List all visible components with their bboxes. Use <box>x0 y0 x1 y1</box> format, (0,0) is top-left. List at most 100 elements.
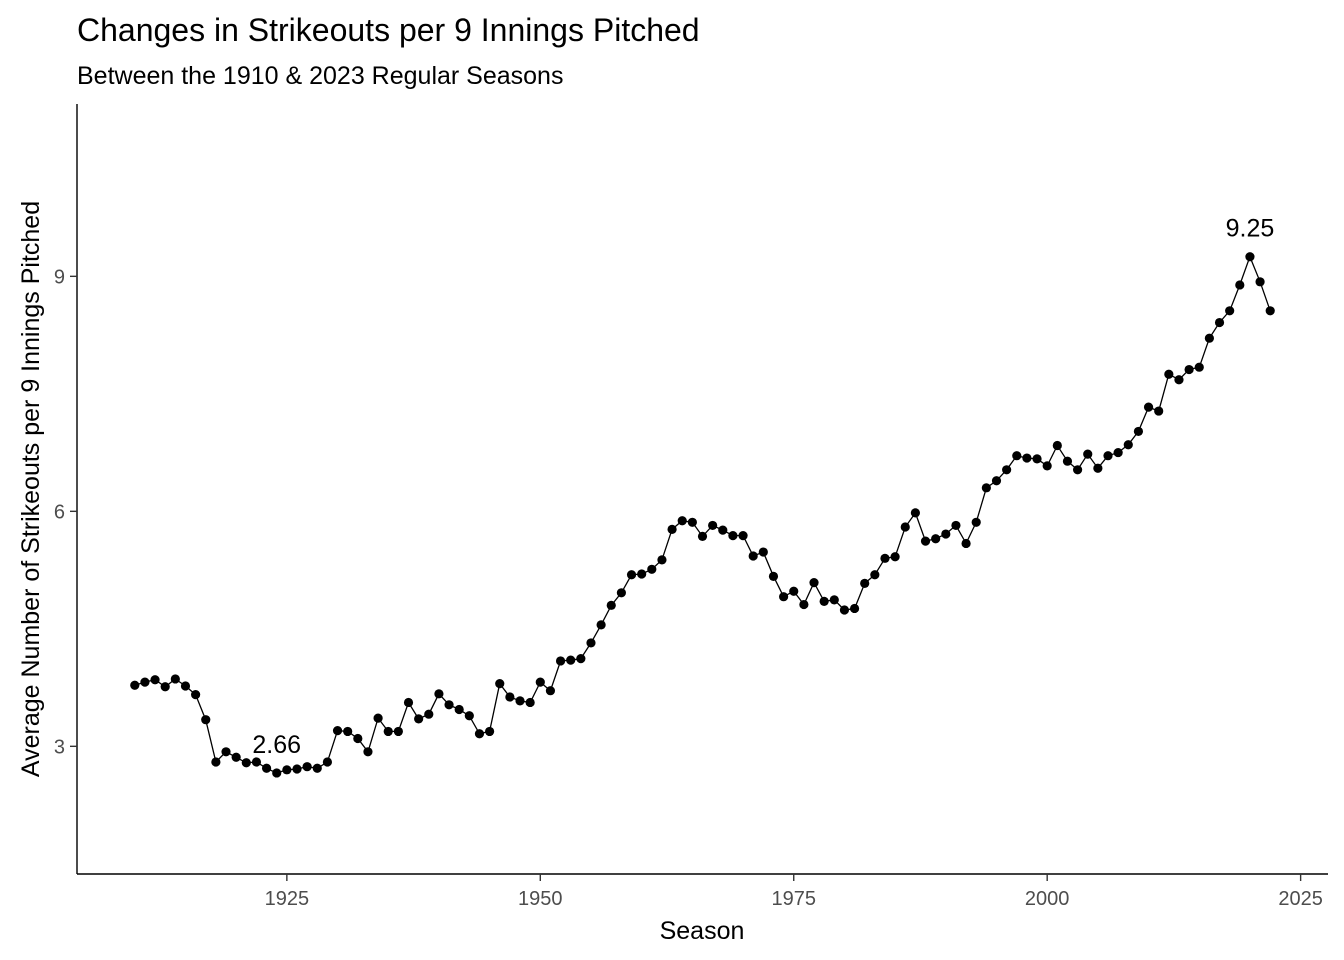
y-tick-label: 3 <box>54 736 65 758</box>
data-point <box>150 675 160 685</box>
data-point <box>687 517 697 527</box>
data-point <box>870 570 880 580</box>
data-point <box>444 700 454 710</box>
data-point <box>1154 406 1164 416</box>
data-point <box>880 553 890 563</box>
data-point <box>708 520 718 531</box>
data-point <box>272 768 282 778</box>
data-point <box>1083 449 1093 459</box>
data-point <box>383 726 393 737</box>
data-point <box>768 571 779 581</box>
data-point <box>1245 252 1255 262</box>
data-point <box>931 534 941 544</box>
data-point <box>667 524 677 534</box>
series-line <box>134 254 1271 774</box>
x-tick-label: 2025 <box>1278 888 1323 910</box>
data-point <box>586 638 596 648</box>
data-point <box>890 552 900 562</box>
chart-title: Changes in Strikeouts per 9 Innings Pitc… <box>77 12 700 48</box>
data-point <box>728 531 738 541</box>
data-point <box>961 538 971 549</box>
data-point <box>910 508 920 518</box>
data-point <box>393 726 403 737</box>
data-point <box>1072 465 1083 475</box>
y-tick-label: 6 <box>54 501 65 523</box>
data-point <box>1062 456 1073 466</box>
data-point <box>951 520 961 531</box>
data-point <box>616 588 626 598</box>
data-point <box>779 592 789 602</box>
data-point <box>363 747 373 757</box>
x-tick-label: 1975 <box>771 888 816 910</box>
data-point <box>1255 277 1265 287</box>
data-point <box>434 689 444 699</box>
data-point <box>900 522 910 532</box>
data-point <box>1022 453 1032 463</box>
data-point <box>1002 465 1012 475</box>
data-annotations: 2.66 9.25 <box>252 215 1274 759</box>
data-point <box>485 726 495 737</box>
data-point <box>647 564 657 574</box>
data-point <box>312 763 322 773</box>
data-point <box>626 570 637 580</box>
data-point <box>799 599 809 610</box>
data-point <box>718 525 728 535</box>
data-point <box>322 757 333 767</box>
data-point <box>1184 364 1194 375</box>
data-point <box>1214 317 1225 328</box>
data-point <box>1052 440 1062 451</box>
data-point <box>292 764 302 774</box>
data-point <box>849 603 860 614</box>
data-point <box>221 747 231 757</box>
data-label: 2.66 <box>252 731 301 759</box>
data-points <box>130 252 1275 778</box>
data-point <box>637 569 647 579</box>
y-axis-title: Average Number of Strikeouts per 9 Innin… <box>17 201 45 777</box>
data-point <box>414 714 424 724</box>
data-point <box>1012 451 1022 461</box>
data-point <box>1133 426 1144 437</box>
data-point <box>231 752 241 762</box>
data-point <box>1164 369 1174 379</box>
data-point <box>454 704 464 715</box>
data-point <box>211 757 221 767</box>
y-tick-label: 9 <box>54 266 65 288</box>
data-point <box>1265 306 1275 316</box>
data-point <box>1143 402 1154 412</box>
data-point <box>860 578 870 588</box>
data-point <box>191 690 201 700</box>
data-point <box>373 713 383 723</box>
data-point <box>829 595 839 605</box>
x-ticks: 1925 1950 1975 2000 2025 <box>265 874 1323 910</box>
data-point <box>839 605 850 615</box>
data-point <box>657 555 667 565</box>
data-point <box>505 692 515 702</box>
chart-subtitle: Between the 1910 & 2023 Regular Seasons <box>77 62 563 90</box>
data-point <box>495 679 505 689</box>
data-point <box>332 726 343 736</box>
data-point <box>566 655 576 665</box>
data-point <box>1032 454 1042 464</box>
data-point <box>1093 463 1103 473</box>
data-point <box>261 763 272 773</box>
data-point <box>464 711 474 721</box>
data-point <box>941 529 951 539</box>
data-point <box>302 762 312 772</box>
data-point <box>403 697 414 708</box>
data-point <box>1103 451 1113 461</box>
data-point <box>809 578 819 588</box>
data-label: 9.25 <box>1226 215 1275 243</box>
x-axis-title: Season <box>660 917 745 945</box>
data-point <box>1194 362 1204 372</box>
data-point <box>1225 306 1235 316</box>
plot-area: 3 6 9 1925 1950 1975 2000 2025 2.66 9.25 <box>54 104 1328 910</box>
data-point <box>596 620 606 630</box>
x-tick-label: 1925 <box>265 888 310 910</box>
data-point <box>555 656 566 666</box>
data-point <box>1113 447 1123 458</box>
data-point <box>606 600 616 610</box>
data-point <box>130 680 140 690</box>
data-point <box>251 757 262 767</box>
data-point <box>474 729 485 739</box>
data-point <box>971 517 981 527</box>
